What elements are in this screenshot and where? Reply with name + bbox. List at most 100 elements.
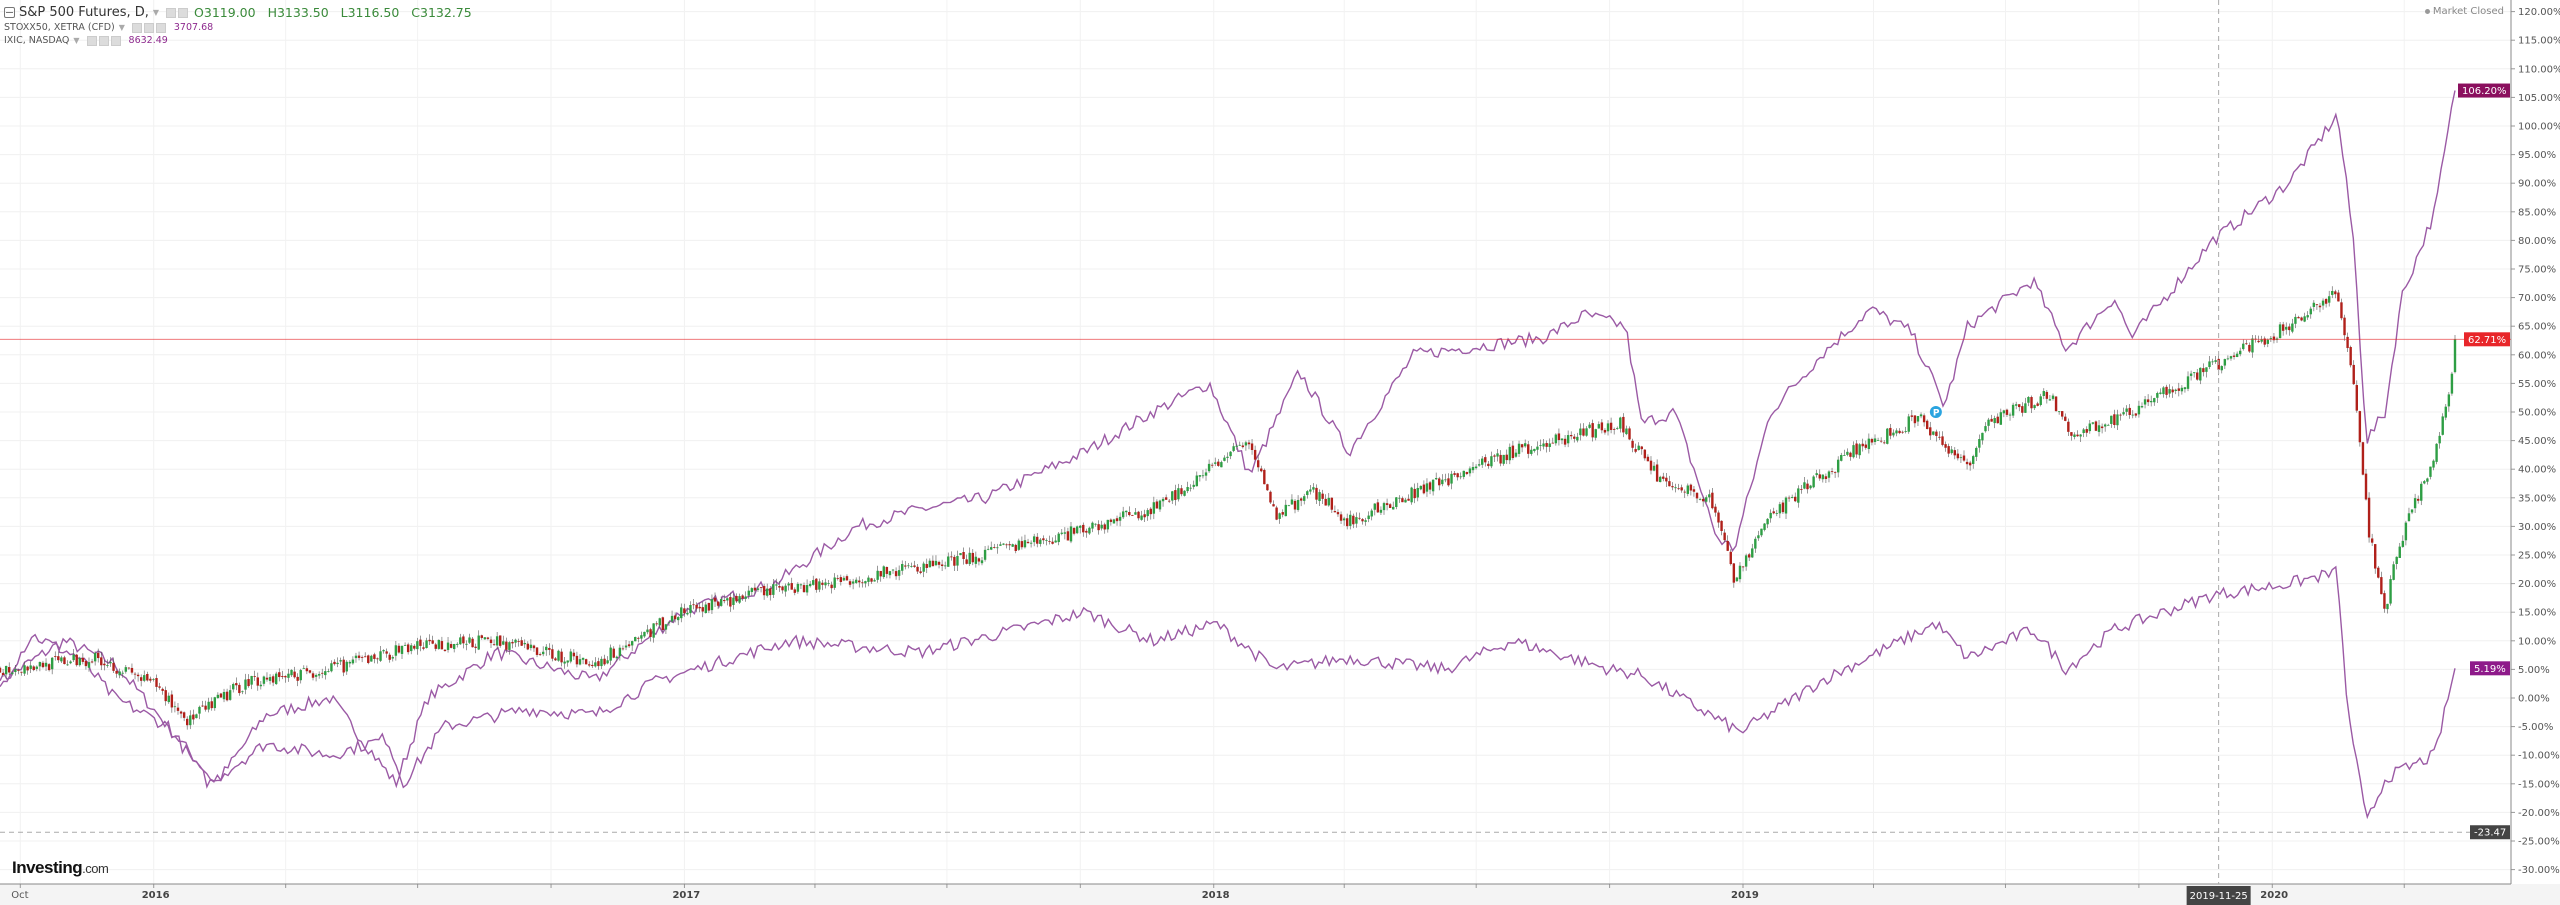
candle-body: [345, 661, 348, 672]
eye-icon[interactable]: [166, 7, 177, 18]
candle-body: [854, 579, 858, 583]
candle-body: [97, 652, 100, 659]
candle-body: [1370, 510, 1373, 517]
candle-body: [735, 595, 738, 602]
candle-body: [2374, 544, 2377, 569]
candle-body: [1794, 496, 1797, 502]
candle-body: [640, 635, 643, 639]
eye-icon[interactable]: [131, 22, 142, 33]
candle-body: [348, 661, 352, 664]
candle-body: [563, 661, 566, 664]
settings-icon[interactable]: [143, 22, 154, 33]
settings-icon[interactable]: [98, 35, 109, 46]
chevron-down-icon[interactable]: ▼: [152, 8, 160, 17]
candle-body: [2177, 388, 2181, 391]
candle-body: [281, 675, 284, 677]
candle-body: [937, 561, 941, 565]
candle-body: [1256, 460, 1260, 468]
candle-body: [971, 552, 974, 563]
candle-body: [2180, 387, 2184, 392]
candle-body: [173, 706, 177, 708]
candle-body: [471, 638, 474, 648]
candle-body: [2054, 396, 2058, 412]
y-tick-label: 30.00%: [2518, 522, 2556, 533]
candle-body: [311, 673, 315, 678]
candle-body: [986, 548, 990, 550]
candle-body: [1536, 446, 1539, 450]
ohlc-values: O3119.00 H3133.50 L3116.50 C3132.75: [194, 5, 480, 20]
candle-body: [1023, 540, 1027, 548]
logo-suffix: .com: [82, 861, 109, 876]
candle-body: [1333, 511, 1337, 513]
candle-body: [253, 676, 256, 677]
candle-body: [2042, 391, 2045, 396]
candle-body: [136, 674, 140, 677]
candle-body: [805, 585, 809, 593]
candle-body: [1054, 540, 1057, 543]
candle-body: [2107, 424, 2110, 426]
eye-icon[interactable]: [86, 35, 97, 46]
candle-body: [646, 629, 649, 633]
candle-body: [26, 666, 29, 671]
candle-body: [1889, 427, 1892, 436]
candle-body: [545, 646, 548, 651]
candle-body: [2404, 522, 2408, 541]
candle-body: [1867, 438, 1871, 450]
candle-body: [1892, 432, 1895, 436]
candle-body: [2091, 422, 2095, 424]
candle-body: [2340, 302, 2343, 319]
y-tick-label: 40.00%: [2518, 465, 2556, 476]
candle-body: [1686, 485, 1690, 494]
candle-body: [738, 596, 741, 603]
legend-compare-ixic[interactable]: IXIC, NASDAQ ▼ 8632.49: [4, 34, 480, 47]
legend-main-series[interactable]: S&P 500 Futures, D, ▼ O3119.00 H3133.50 …: [4, 4, 480, 21]
candle-body: [66, 664, 69, 666]
candle-body: [1775, 513, 1779, 514]
collapse-icon[interactable]: [4, 7, 15, 18]
candle-body: [2288, 326, 2291, 331]
candle-body: [520, 640, 523, 646]
candle-body: [2073, 434, 2076, 437]
settings-icon[interactable]: [178, 7, 189, 18]
candle-body: [606, 660, 609, 664]
candle-body: [1769, 512, 1772, 519]
legend-compare-stoxx[interactable]: STOXX50, XETRA (CFD) ▼ 3707.68: [4, 21, 480, 34]
candle-body: [244, 679, 247, 690]
candle-body: [1487, 463, 1490, 467]
close-icon[interactable]: [155, 22, 166, 33]
candle-body: [532, 645, 536, 649]
candle-body: [996, 547, 999, 549]
candle-body: [980, 560, 984, 564]
candle-body: [1910, 415, 1914, 417]
candle-body: [919, 571, 922, 573]
candle-body: [1444, 479, 1447, 481]
candle-body: [815, 578, 818, 590]
chevron-down-icon[interactable]: ▼: [118, 23, 125, 32]
candle-body: [2303, 316, 2306, 322]
candle-body: [1800, 489, 1803, 490]
candle-body: [1263, 469, 1266, 485]
chevron-down-icon[interactable]: ▼: [73, 36, 80, 45]
candle-body: [1981, 432, 1984, 441]
candle-body: [566, 660, 569, 663]
close-icon[interactable]: [110, 35, 121, 46]
candle-body: [1545, 443, 1548, 447]
candle-body: [1609, 422, 1613, 430]
candle-body: [1324, 498, 1327, 506]
candle-body: [2134, 413, 2138, 416]
candle-body: [630, 641, 634, 646]
candle-body: [2229, 356, 2233, 359]
crosshair-value-badge-text: -23.47: [2474, 828, 2506, 839]
candle-body: [2453, 339, 2457, 373]
candle-body: [1708, 494, 1711, 498]
candle-body: [2410, 509, 2414, 513]
y-tick-label: 20.00%: [2518, 579, 2556, 590]
candle-body: [388, 654, 391, 660]
candle-body: [1723, 532, 1726, 541]
candle-body: [2260, 339, 2263, 342]
candle-body: [719, 599, 723, 606]
candle-body: [50, 657, 54, 670]
candle-body: [1916, 416, 1920, 422]
candle-body: [1428, 482, 1432, 490]
